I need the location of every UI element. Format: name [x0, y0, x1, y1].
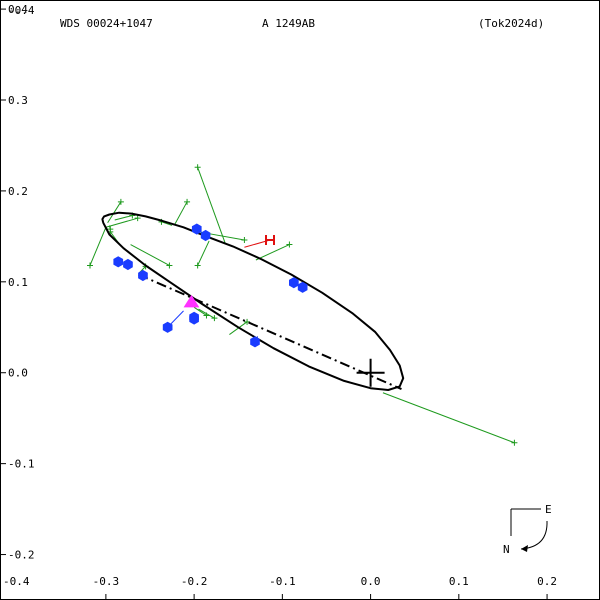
y-tick-label: 0.3 [8, 94, 28, 107]
residual-line [197, 167, 226, 243]
blue-hexagon-point [138, 269, 148, 282]
residual-line [161, 221, 173, 226]
observation-plus [166, 262, 173, 269]
residual-line [174, 201, 188, 225]
blue-hexagon-point [289, 277, 299, 289]
observation-plus [134, 215, 141, 222]
observation-plus [107, 226, 114, 233]
red-h-marker [265, 235, 275, 245]
residual-line [198, 308, 215, 319]
residual-line [105, 217, 138, 228]
y-tick-label: 0.1 [8, 276, 28, 289]
y-corner-label: -0.4 [8, 4, 35, 17]
compass-arrowhead [521, 545, 528, 552]
x-corner-label: -0.4 [3, 575, 30, 588]
residual-line [382, 392, 515, 444]
y-tick-label: 0.0 [8, 367, 28, 380]
magenta-triangle-point [183, 294, 200, 308]
residual-line [89, 227, 107, 266]
y-tick-label: 0.2 [8, 185, 28, 198]
observation-plus [241, 237, 248, 243]
x-tick-label: -0.2 [181, 575, 208, 588]
compass-axes [510, 508, 541, 536]
axis-tick-labels: -0.3 -0.2 -0.1 0.0 0.1 0.2-0.40.40.30.20.10.0… [3, 3, 557, 588]
residual-line [255, 244, 290, 261]
x-tick-label: 0.2 [537, 575, 557, 588]
x-tick-label: -0.3 [93, 575, 120, 588]
observation-points [113, 223, 308, 348]
blue-hexagon-point [113, 256, 124, 268]
residual-line [130, 244, 170, 266]
residual-line [197, 240, 210, 266]
x-tick-label: 0.0 [361, 575, 381, 588]
compass-east-label: E [545, 503, 552, 516]
blue-hexagon-point [189, 313, 199, 325]
orbit-ellipse [101, 211, 405, 391]
blue-hexagon-point [200, 229, 211, 242]
residual-line [114, 214, 133, 221]
residual-line [107, 201, 122, 223]
observation-plus [117, 198, 124, 205]
orbit-layer [101, 211, 405, 391]
blue-hexagon-point [191, 223, 202, 235]
x-tick-label: 0.1 [449, 575, 469, 588]
header-left: WDS 00024+1047 [60, 17, 153, 30]
observation-plus [194, 262, 201, 269]
observation-plus [87, 262, 93, 269]
observation-plus [184, 198, 191, 205]
axis-ticks [0, 8, 548, 600]
y-tick-label: -0.1 [8, 458, 35, 471]
compass-north-label: N [503, 543, 510, 556]
observation-plus [211, 315, 218, 322]
primary-star-cross [356, 358, 385, 387]
observation-plus [194, 164, 201, 171]
observation-plus [511, 439, 518, 446]
blue-hexagon-point [250, 336, 260, 348]
observation-plus [286, 241, 293, 248]
y-tick-label: 0.4 [8, 3, 28, 16]
residual-line [193, 306, 207, 316]
y-tick-label: -0.2 [8, 549, 35, 562]
header-center: A 1249AB [262, 17, 315, 30]
line-of-nodes [138, 273, 402, 391]
compass: E N [503, 503, 552, 556]
header-right: (Tok2024d) [478, 17, 544, 30]
blue-hexagon-point [162, 321, 173, 333]
x-tick-label: -0.1 [269, 575, 296, 588]
blue-hexagon-point [297, 281, 308, 293]
blue-hexagon-point [123, 258, 133, 271]
